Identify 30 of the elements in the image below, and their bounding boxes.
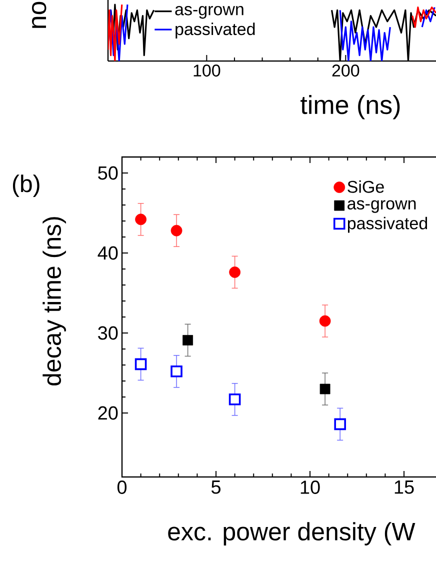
point (182, 335, 194, 346)
x-tick-label: 15 (394, 480, 414, 494)
y-axis-title: no (32, 2, 46, 28)
point (135, 214, 146, 226)
legend-label: passivated (176, 22, 255, 39)
x-tick-label: 5 (211, 480, 220, 494)
y-axis-title: decay time (ns) (42, 217, 66, 386)
point (229, 266, 240, 278)
point (319, 315, 331, 327)
x-tick-label: 10 (300, 480, 320, 494)
legend-label: SiGe (348, 180, 384, 193)
text: (b) (12, 174, 40, 197)
point (134, 358, 147, 370)
y-tick-label: 40 (98, 246, 118, 260)
point (334, 418, 346, 430)
y-tick-label: 20 (98, 406, 118, 420)
legend-label: passivated (348, 216, 428, 233)
legend-label: as-grown (348, 200, 416, 213)
point (170, 224, 182, 236)
y-tick-label: 50 (98, 166, 118, 180)
point (170, 366, 182, 378)
x-tick-label: 100 (194, 64, 220, 77)
point (228, 393, 241, 406)
x-axis-title: time (ns) (300, 95, 400, 120)
series-label: as-grown (175, 6, 244, 19)
x-tick-label: 200 (332, 64, 360, 77)
x-tick-label: 0 (117, 480, 127, 494)
point (320, 384, 330, 394)
y-tick-label: 30 (98, 326, 118, 340)
x-axis-title: exc. power density (W (168, 522, 416, 546)
